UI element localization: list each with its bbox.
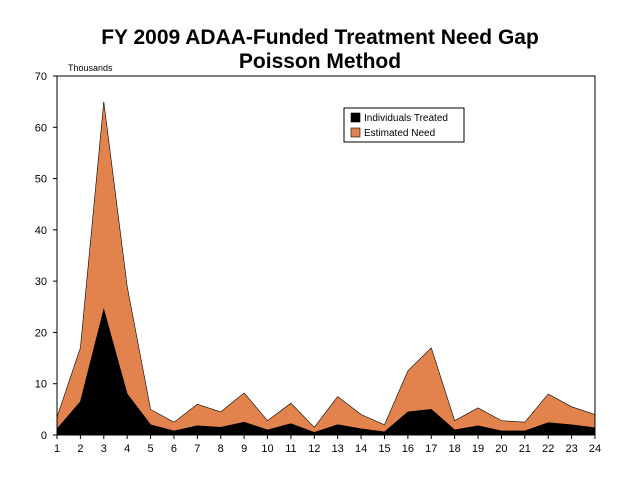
chart-title: FY 2009 ADAA-Funded Treatment Need Gap xyxy=(101,26,539,49)
x-tick-label: 10 xyxy=(261,443,273,455)
x-tick-label: 12 xyxy=(308,443,320,455)
plot-frame xyxy=(56,75,596,436)
x-tick-label: 13 xyxy=(332,443,344,455)
x-tick-label: 9 xyxy=(241,443,247,455)
x-tick-label: 14 xyxy=(355,443,367,455)
legend-label-treated: Individuals Treated xyxy=(364,113,448,124)
x-tick-label: 7 xyxy=(194,443,200,455)
y-tick-label: 10 xyxy=(35,379,47,391)
x-tick-label: 5 xyxy=(148,443,154,455)
x-tick-label: 24 xyxy=(589,443,601,455)
x-tick-label: 11 xyxy=(285,443,296,455)
legend-box xyxy=(343,107,465,143)
x-tick-label: 15 xyxy=(378,443,390,455)
x-tick-label: 3 xyxy=(101,443,107,455)
series-area-estimated-need xyxy=(56,101,596,436)
y-tick-label: 70 xyxy=(35,71,47,83)
legend-swatch-treated xyxy=(350,112,361,123)
legend: Individuals Treated Estimated Need xyxy=(343,107,465,143)
y-tick-label: 30 xyxy=(35,276,47,288)
x-tick-label: 20 xyxy=(495,443,507,455)
x-tick-label: 4 xyxy=(124,443,130,455)
series-area-individuals-treated xyxy=(56,308,596,436)
x-tick-label: 23 xyxy=(565,443,577,455)
x-tick-label: 18 xyxy=(449,443,461,455)
y-tick-label: 60 xyxy=(35,122,47,134)
legend-swatch-need xyxy=(350,127,361,138)
y-tick-label: 0 xyxy=(41,430,47,442)
x-tick-label: 1 xyxy=(54,443,60,455)
y-tick-label: 50 xyxy=(35,174,47,186)
y-axis-unit-label: Thousands xyxy=(68,63,113,73)
y-tick-label: 20 xyxy=(35,327,47,339)
x-tick-label: 17 xyxy=(425,443,437,455)
x-tick-label: 16 xyxy=(402,443,414,455)
x-tick-label: 8 xyxy=(218,443,224,455)
chart-subtitle: Poisson Method xyxy=(238,50,402,73)
x-tick-label: 19 xyxy=(472,443,484,455)
x-tick-label: 22 xyxy=(542,443,554,455)
y-tick-label: 40 xyxy=(35,225,47,237)
x-tick-label: 6 xyxy=(171,443,177,455)
x-tick-label: 21 xyxy=(519,443,531,455)
legend-label-need: Estimated Need xyxy=(364,128,435,139)
x-tick-label: 2 xyxy=(77,443,83,455)
